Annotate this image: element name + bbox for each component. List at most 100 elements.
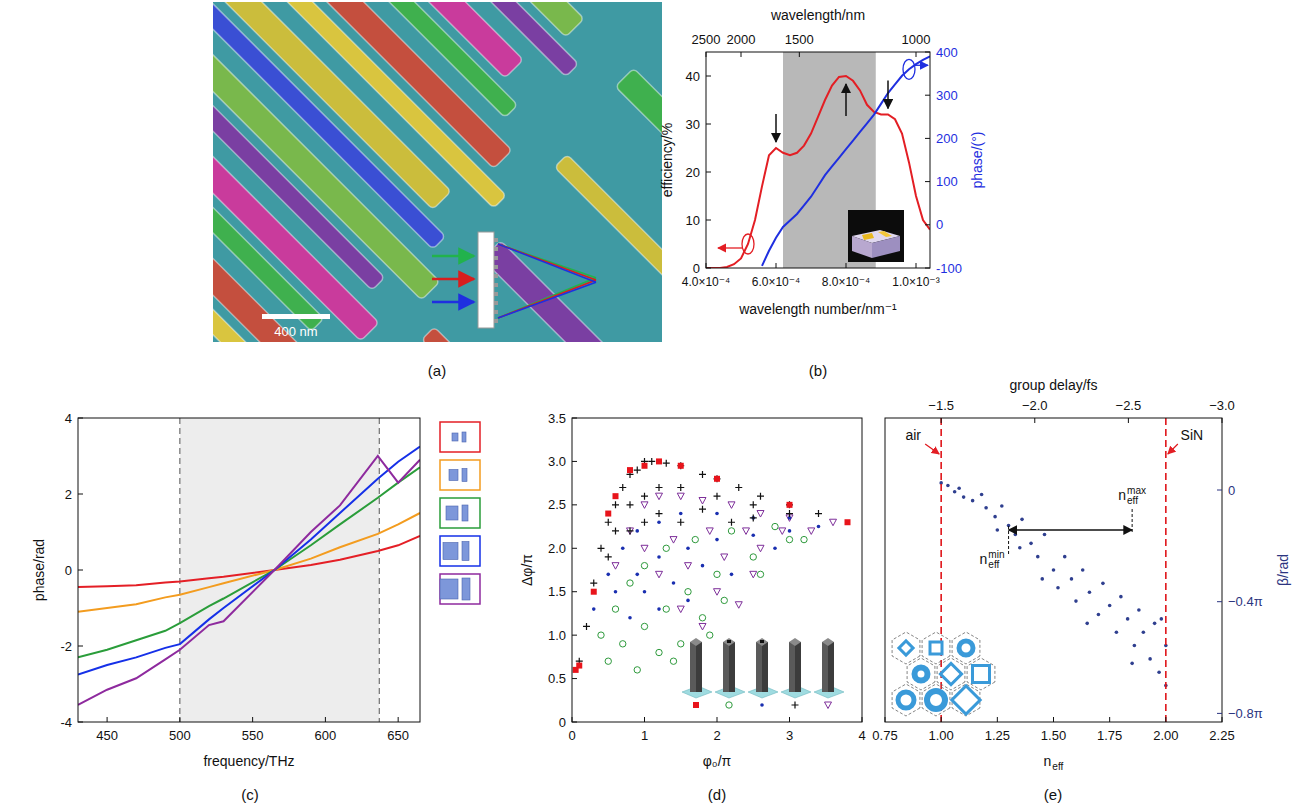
point [1036, 555, 1040, 559]
point [1040, 577, 1044, 581]
point [721, 597, 727, 603]
point [971, 499, 975, 503]
y-tick [78, 418, 83, 419]
nanorod [213, 2, 257, 342]
nanorod [213, 2, 313, 342]
series-line [706, 76, 930, 268]
point [1133, 644, 1137, 648]
legend-box [440, 460, 480, 490]
x-tick [1109, 717, 1110, 722]
point [677, 519, 684, 526]
point [679, 512, 683, 516]
y-tick-label: −0.8π [1228, 706, 1263, 721]
y-tick [1217, 490, 1222, 491]
x-tick [1034, 418, 1035, 423]
x2-tick-label: −3.0 [1209, 398, 1235, 413]
point [1014, 533, 1018, 537]
x-tick-label: 1.00 [929, 728, 954, 743]
plot-frame [885, 418, 1222, 722]
point [751, 533, 755, 537]
x2-tick-label: 2000 [727, 32, 756, 47]
y-tick-label: 0 [1228, 483, 1235, 498]
inset-marker [693, 702, 699, 708]
y-tick [572, 461, 577, 462]
point [641, 623, 647, 629]
point [735, 602, 742, 609]
point [677, 606, 684, 613]
point [750, 554, 756, 560]
point [743, 528, 750, 535]
x-tick [997, 717, 998, 722]
peak-arrow [775, 114, 777, 142]
point [605, 519, 612, 526]
point [773, 546, 777, 550]
incident-arrow [432, 278, 474, 281]
point [728, 502, 735, 509]
point [627, 467, 633, 473]
point [730, 573, 734, 577]
legend-icon [462, 432, 466, 442]
x-tick [1222, 418, 1223, 423]
point [808, 528, 815, 535]
pillar [690, 642, 702, 692]
point [721, 554, 728, 561]
peak-arrow [887, 80, 889, 108]
hex-cell [892, 684, 920, 716]
y-tick [1217, 601, 1222, 602]
pillar-side [762, 642, 768, 692]
point [686, 546, 690, 550]
point [677, 493, 684, 500]
point [657, 555, 661, 559]
plate-notch [494, 283, 498, 287]
nanorod [213, 2, 318, 342]
x-tick [846, 263, 847, 268]
sem-image [213, 2, 662, 342]
hex-cell [967, 658, 995, 690]
panel-c: 450500550600650-4-2024frequency/THzphase… [31, 411, 480, 770]
pillar-top [690, 638, 702, 646]
figure: 400 nm(a)4.0×10⁻⁴6.0×10⁻⁴8.0×10⁻⁴1.0×10⁻… [0, 0, 1314, 811]
y-tick [572, 504, 577, 505]
plot-frame [78, 418, 420, 722]
x-tick-label: 2.25 [1209, 728, 1234, 743]
point [663, 606, 669, 612]
point [576, 663, 582, 669]
x-tick [572, 717, 573, 722]
point [815, 510, 822, 517]
x-tick [916, 263, 917, 268]
y-tick-label: 3.0 [548, 454, 566, 469]
y-tick-label: -2 [60, 639, 72, 654]
point [984, 506, 988, 510]
unit-shape [927, 691, 945, 709]
point [656, 458, 662, 464]
y-tick [925, 224, 930, 225]
y-tick [925, 52, 930, 53]
legend-icon [452, 433, 458, 441]
point [678, 641, 684, 647]
range-label: nmaxeff [1118, 485, 1146, 506]
plate-notch [494, 310, 498, 314]
plot-area [706, 52, 930, 268]
y-axis-title: efficiency/% [659, 123, 675, 197]
y-axis-title: Δφ/π [519, 554, 535, 586]
x-tick-label: 650 [387, 728, 409, 743]
pillar [822, 642, 834, 692]
y-tick [572, 678, 577, 679]
nanorod [422, 327, 662, 342]
point [612, 501, 619, 508]
point [591, 589, 597, 595]
point [707, 632, 713, 638]
plate-notch [494, 247, 498, 251]
x2-tick-label: 1000 [902, 32, 931, 47]
point [728, 528, 734, 534]
subscript: eff [1127, 495, 1138, 506]
x2-tick-label: 1500 [785, 32, 814, 47]
point [656, 493, 663, 500]
y2-axis-title: phase/(°) [969, 132, 985, 189]
pillar-side [729, 642, 735, 692]
point [788, 529, 792, 533]
pillar-hole [727, 640, 731, 643]
plate-notch [494, 274, 498, 278]
unit-shape [899, 641, 913, 655]
x-tick [706, 52, 707, 57]
